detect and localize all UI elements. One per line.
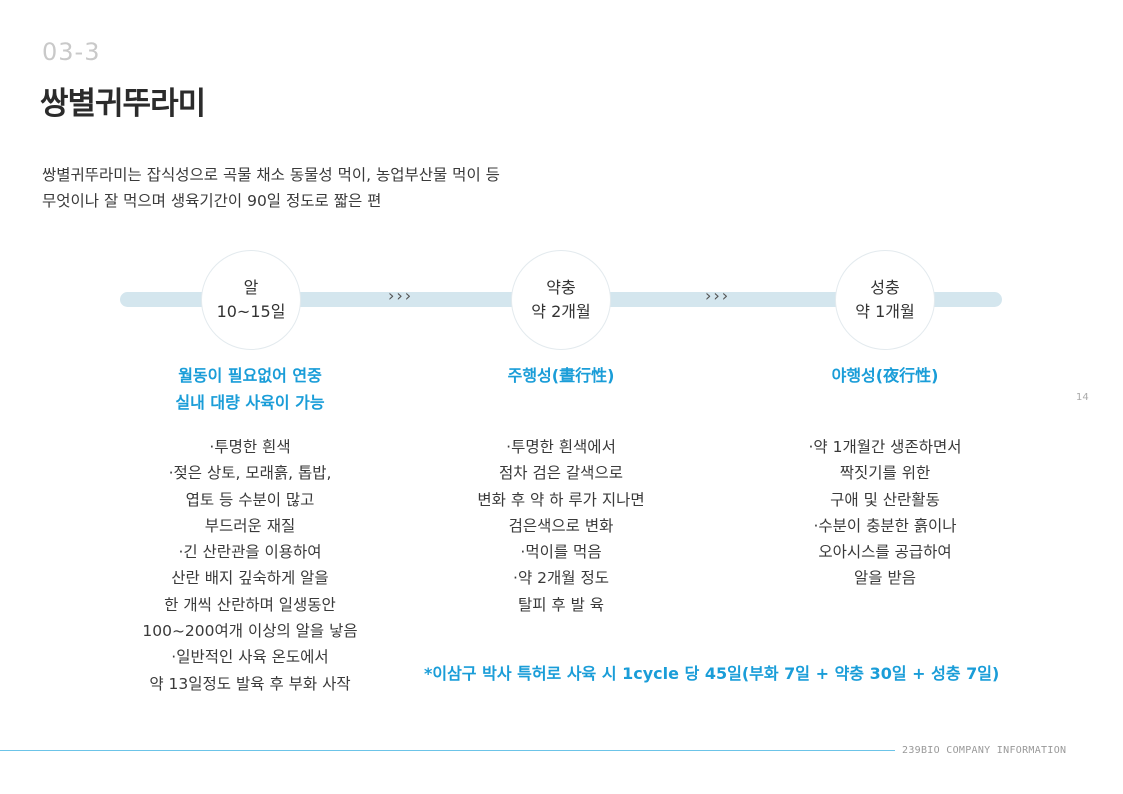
body-line: ·젖은 상토, 모래흙, 톱밥, xyxy=(168,464,332,483)
body-line: ·먹이를 먹음 xyxy=(520,543,602,562)
stage-name: 알 xyxy=(243,278,259,297)
body-line: 짝짓기를 위한 xyxy=(839,464,931,483)
stage-name: 성충 xyxy=(870,278,900,297)
heading-line: 월동이 필요없어 연중 xyxy=(178,366,322,385)
chevron-right-icon: ››› xyxy=(705,286,731,305)
stage-duration: 약 2개월 xyxy=(531,302,591,321)
stage-duration: 약 1개월 xyxy=(855,302,915,321)
body-line: ·투명한 흰색에서 xyxy=(506,438,616,456)
column-nymph: 주행성(晝行性) ·투명한 흰색에서 점차 검은 갈색으로 변화 후 약 하 루… xyxy=(431,362,691,618)
intro-line: 무엇이나 잘 먹으며 생육기간이 90일 정도로 짧은 편 xyxy=(42,192,382,210)
column-heading: 야행성(夜行性) xyxy=(755,362,1015,416)
heading-line: 야행성(夜行性) xyxy=(831,366,939,385)
body-line: ·투명한 흰색 xyxy=(209,438,291,456)
body-line: 한 개씩 산란하며 일생동안 xyxy=(164,595,336,614)
column-adult: 야행성(夜行性) ·약 1개월간 생존하면서 짝짓기를 위한 구애 및 산란활동… xyxy=(755,362,1015,592)
stage-nymph: 약충 약 2개월 xyxy=(511,250,611,350)
intro-line: 쌍별귀뚜라미는 잡식성으로 곡물 채소 동물성 먹이, 농업부산물 먹이 등 xyxy=(42,166,500,184)
stage-egg: 알 10~15일 xyxy=(201,250,301,350)
body-line: 구애 및 산란활동 xyxy=(830,490,940,509)
body-line: 검은색으로 변화 xyxy=(508,516,614,535)
heading-spacer xyxy=(431,389,691,416)
body-line: ·약 2개월 정도 xyxy=(513,569,609,588)
stage-name: 약충 xyxy=(546,278,576,297)
page-title: 쌍별귀뚜라미 xyxy=(40,86,206,122)
column-body: ·투명한 흰색 ·젖은 상토, 모래흙, 톱밥, 엽토 등 수분이 많고 부드러… xyxy=(120,434,380,697)
column-heading: 월동이 필요없어 연중 실내 대량 사육이 가능 xyxy=(120,362,380,416)
body-line: 산란 배지 깊숙하게 알을 xyxy=(171,569,329,588)
body-line: 탈피 후 발 육 xyxy=(517,595,605,614)
column-egg: 월동이 필요없어 연중 실내 대량 사육이 가능 ·투명한 흰색 ·젖은 상토,… xyxy=(120,362,380,697)
body-line: ·일반적인 사육 온도에서 xyxy=(171,648,329,667)
section-number: 03-3 xyxy=(42,38,101,66)
stage-duration: 10~15일 xyxy=(216,302,286,321)
body-line: 알을 받음 xyxy=(854,569,916,588)
heading-line: 실내 대량 사육이 가능 xyxy=(175,393,325,412)
chevron-right-icon: ››› xyxy=(388,286,414,305)
footer-brand: 239BIO COMPANY INFORMATION xyxy=(902,745,1067,756)
body-line: 변화 후 약 하 루가 지나면 xyxy=(477,490,645,509)
body-line: 약 13일정도 발육 후 부화 사작 xyxy=(149,674,351,693)
body-line: ·수분이 충분한 흙이나 xyxy=(813,516,957,535)
body-line: 부드러운 재질 xyxy=(204,516,296,535)
body-line: 점차 검은 갈색으로 xyxy=(499,464,623,483)
heading-spacer xyxy=(755,389,1015,416)
body-line: 오아시스를 공급하여 xyxy=(818,543,952,562)
intro-text: 쌍별귀뚜라미는 잡식성으로 곡물 채소 동물성 먹이, 농업부산물 먹이 등 무… xyxy=(42,162,500,214)
column-body: ·투명한 흰색에서 점차 검은 갈색으로 변화 후 약 하 루가 지나면 검은색… xyxy=(431,434,691,618)
heading-line: 주행성(晝行性) xyxy=(507,366,615,385)
body-line: ·약 1개월간 생존하면서 xyxy=(808,438,962,456)
body-line: 엽토 등 수분이 많고 xyxy=(185,490,315,509)
footer-divider xyxy=(0,750,895,751)
body-line: ·긴 산란관을 이용하여 xyxy=(178,543,322,562)
column-heading: 주행성(晝行性) xyxy=(431,362,691,416)
body-line: 100~200여개 이상의 알을 낳음 xyxy=(142,622,358,641)
patent-footnote: *이삼구 박사 특허로 사육 시 1cycle 당 45일(부화 7일 + 약충… xyxy=(424,664,1000,683)
column-body: ·약 1개월간 생존하면서 짝짓기를 위한 구애 및 산란활동 ·수분이 충분한… xyxy=(755,434,1015,592)
page-number: 14 xyxy=(1076,392,1089,403)
stage-adult: 성충 약 1개월 xyxy=(835,250,935,350)
